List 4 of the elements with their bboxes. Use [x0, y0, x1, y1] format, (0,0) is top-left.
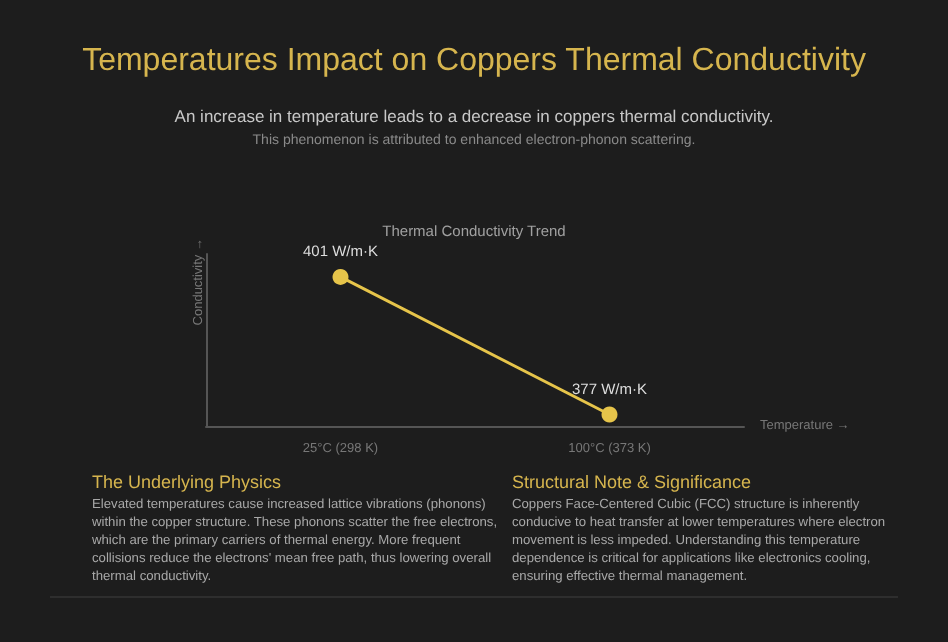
chart-subtitle: An increase in temperature leads to a decrease in coppers thermal conductivity. — [172, 106, 776, 126]
chart-title: Temperatures Impact on Coppers Thermal Conductivity — [80, 44, 868, 80]
text: The Underlying Physics — [92, 472, 284, 492]
text: Structural Note & Significance — [512, 472, 754, 492]
